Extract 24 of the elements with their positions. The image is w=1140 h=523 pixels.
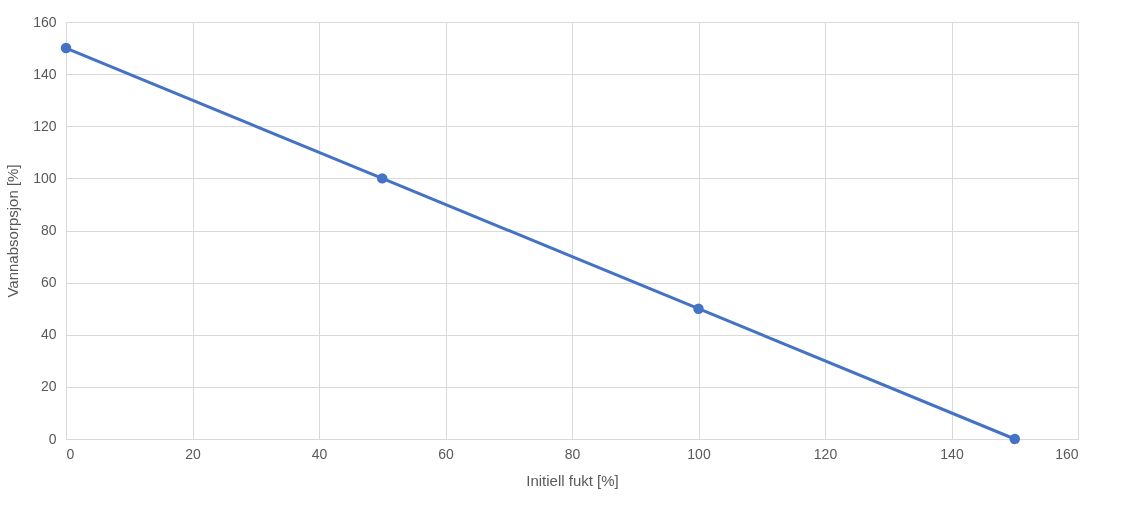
x-axis-title: Initiell fukt [%] [526, 471, 619, 489]
point [377, 173, 388, 184]
x-tick-label: 160 [1055, 445, 1079, 462]
x-tick-label: 140 [940, 445, 964, 462]
y-tick-label: 120 [33, 117, 57, 134]
x-tick-label: 20 [185, 445, 201, 462]
y-tick-label: 60 [40, 274, 57, 291]
point [693, 303, 704, 314]
x-tick-label: 80 [564, 445, 581, 462]
point [1009, 433, 1020, 445]
x-tick-label: 100 [687, 445, 711, 462]
y-axis-title: Vannabsorpsjon [%] [4, 164, 22, 298]
y-tick-label: 160 [33, 13, 57, 30]
x-tick-label: 40 [311, 445, 328, 462]
x-tick-label: 120 [813, 445, 838, 462]
y-tick-label: 0 [48, 430, 57, 447]
y-tick-label: 100 [33, 169, 57, 186]
y-tick-label: 20 [40, 378, 57, 395]
y-tick-label: 140 [33, 65, 57, 82]
x-tick-label: 0 [66, 445, 75, 462]
point [60, 42, 72, 54]
y-tick-label: 80 [40, 222, 57, 238]
y-tick-label: 40 [40, 326, 57, 343]
x-tick-label: 60 [438, 445, 454, 462]
